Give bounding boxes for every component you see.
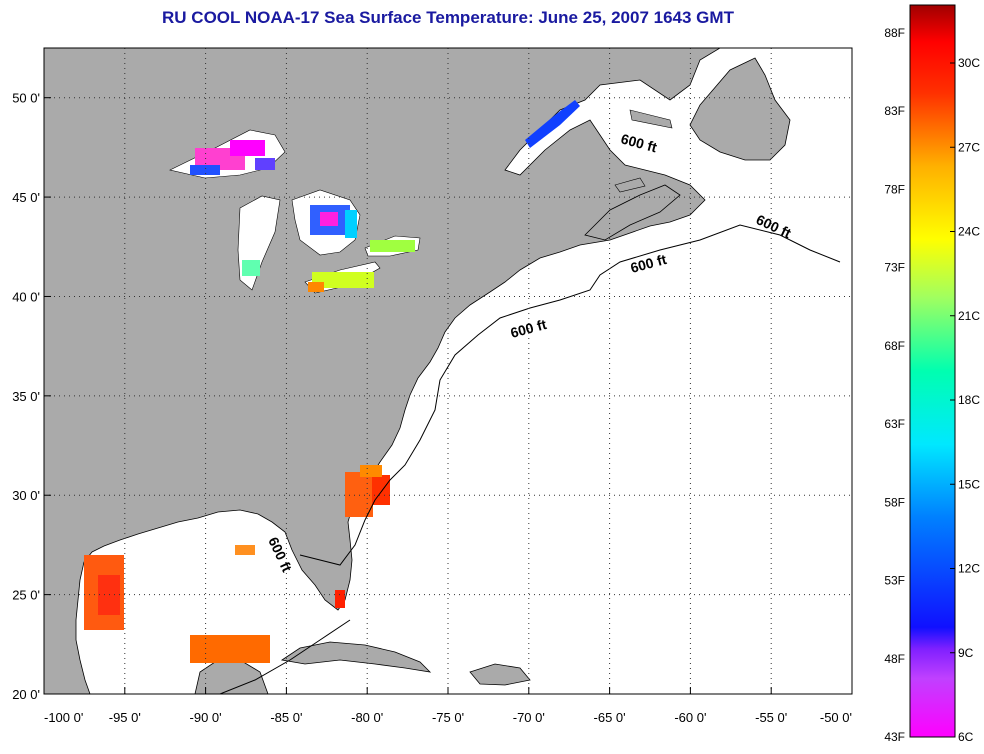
colorbar-fahrenheit-labels: 88F 83F 78F 73F 68F 63F 58F 53F 48F 43F [884,26,905,744]
longitude-tick-label: -50 0' [820,710,852,725]
map-title: RU COOL NOAA-17 Sea Surface Temperature:… [162,8,734,27]
longitude-tick-label: -100 0' [44,710,83,725]
colorbar-fahrenheit-label: 63F [884,417,905,431]
colorbar-fahrenheit-label: 48F [884,652,905,666]
sst-gulf-stream-carolina [345,465,390,517]
sst-lake-erie [308,272,374,292]
land-newfoundland [689,57,791,161]
land-north-america [44,48,721,694]
colorbar-celsius-label: 24C [958,225,980,239]
colorbar-celsius-label: 9C [958,646,974,660]
colorbar-celsius-label: 6C [958,730,974,744]
colorbar-celsius-label: 30C [958,56,980,70]
colorbar-celsius-label: 21C [958,309,980,323]
colorbar [909,4,956,738]
colorbar-fahrenheit-label: 53F [884,574,905,588]
land-island [614,177,646,193]
colorbar-fahrenheit-label: 68F [884,339,905,353]
land-cuba [280,641,432,673]
colorbar-celsius-label: 12C [958,562,980,576]
colorbar-fahrenheit-label: 78F [884,182,905,196]
colorbar-fahrenheit-label: 88F [884,26,905,40]
colorbar-celsius-label: 15C [958,477,980,491]
longitude-tick-label: -90 0' [190,710,222,725]
sst-gulf-of-mexico [84,545,345,663]
latitude-tick-label: 20 0' [12,687,40,702]
longitude-tick-label: -85 0' [270,710,302,725]
longitude-tick-label: -60 0' [674,710,706,725]
latitude-tick-label: 50 0' [12,91,40,106]
sst-lake-michigan [242,260,260,276]
colorbar-celsius-label: 18C [958,393,980,407]
latitude-tick-label: 35 0' [12,389,40,404]
longitude-tick-label: -70 0' [513,710,545,725]
sst-lake-huron [310,205,357,238]
sst-lake-ontario [370,240,415,252]
land-island [629,109,673,129]
land-hispaniola [469,663,531,686]
sst-lake-superior [190,140,275,175]
latitude-ticks: 20 0' 25 0' 30 0' 35 0' 40 0' 45 0' 50 0' [12,91,51,702]
colorbar-celsius-labels: 30C 27C 24C 21C 18C 15C 12C 9C 6C [950,56,980,744]
colorbar-fahrenheit-label: 73F [884,261,905,275]
colorbar-celsius-label: 27C [958,140,980,154]
longitude-tick-label: -75 0' [432,710,464,725]
latitude-tick-label: 25 0' [12,588,40,603]
latitude-tick-label: 45 0' [12,190,40,205]
colorbar-fahrenheit-label: 83F [884,104,905,118]
longitude-tick-label: -55 0' [755,710,787,725]
land-nova-scotia [584,184,681,241]
colorbar-fahrenheit-label: 43F [884,730,905,744]
sst-st-lawrence [525,100,580,148]
longitude-tick-label: -65 0' [594,710,626,725]
latitude-tick-label: 30 0' [12,488,40,503]
longitude-ticks: -100 0' -95 0' -90 0' -85 0' -80 0' -75 0' -70… [43,687,853,725]
longitude-tick-label: -95 0' [109,710,141,725]
isobath-600ft [219,224,841,694]
longitude-tick-label: -80 0' [351,710,383,725]
colorbar-fahrenheit-label: 58F [884,495,905,509]
latitude-tick-label: 40 0' [12,289,40,304]
